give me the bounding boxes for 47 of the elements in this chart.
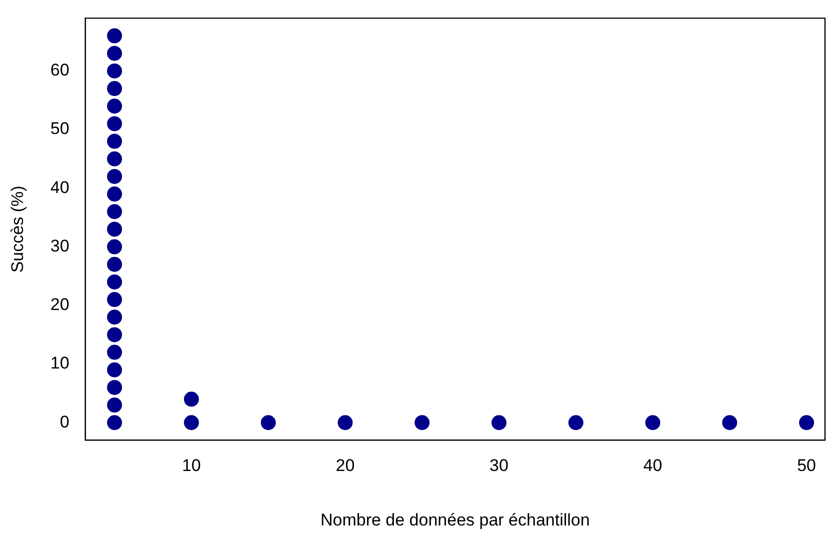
point [107, 204, 122, 220]
point [414, 415, 430, 430]
point [107, 116, 122, 132]
point [107, 380, 122, 395]
y-tick-label: 60 [50, 60, 70, 80]
point [338, 415, 353, 430]
point [722, 415, 738, 430]
x-tick-label: 20 [336, 456, 355, 476]
point [260, 415, 276, 430]
y-axis-title: Succès (%) [8, 186, 27, 273]
point [107, 134, 122, 149]
point [107, 222, 122, 237]
point [107, 63, 122, 78]
x-tick-label: 50 [797, 456, 816, 476]
point [107, 168, 122, 184]
y-tick-label: 20 [50, 295, 70, 314]
x-axis-title: Nombre de données par échantillon [320, 510, 590, 530]
point [107, 292, 122, 308]
point [107, 186, 122, 202]
point [184, 415, 199, 430]
x-tick-label: 30 [490, 456, 508, 476]
y-tick-label: 50 [50, 119, 70, 138]
y-tick-label: 30 [50, 236, 70, 256]
point [107, 256, 122, 272]
point [107, 81, 122, 96]
point [107, 344, 122, 360]
point [799, 415, 814, 430]
point [107, 362, 122, 378]
x-tick-label: 10 [182, 456, 201, 476]
point [107, 327, 122, 342]
point [107, 98, 122, 114]
point [107, 151, 122, 166]
point [107, 46, 122, 61]
point [107, 28, 122, 44]
point [568, 415, 584, 430]
point [645, 415, 660, 430]
point [184, 392, 199, 407]
point [107, 398, 122, 413]
point [107, 239, 122, 254]
point [107, 274, 122, 290]
point [107, 310, 122, 325]
point [491, 415, 506, 430]
y-tick-label: 10 [50, 354, 70, 373]
x-tick-label: 40 [643, 456, 662, 476]
y-tick-label: 40 [50, 178, 70, 197]
point [107, 415, 122, 430]
y-tick-label: 0 [60, 412, 70, 432]
